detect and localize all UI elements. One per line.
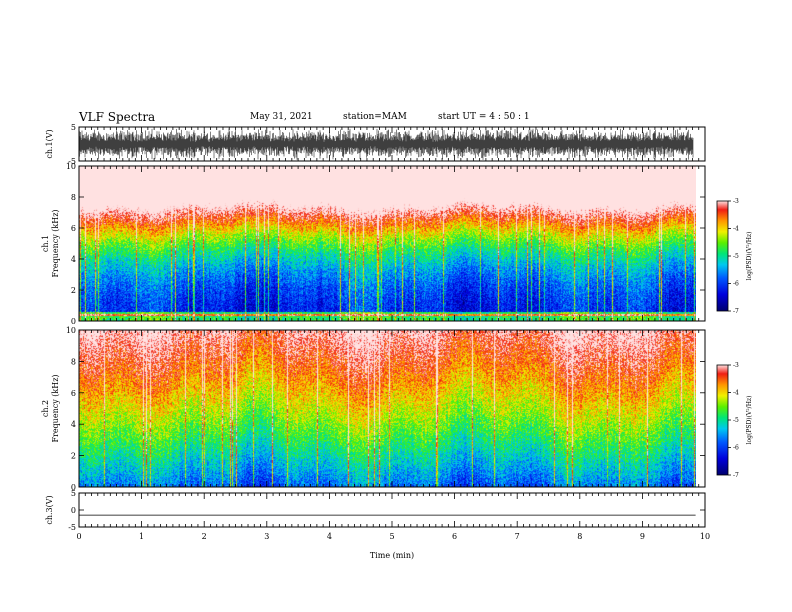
x-tick-label: 6: [452, 532, 457, 541]
colorbar-tick-label: -5: [733, 253, 739, 260]
chart-title: VLF Spectra: [79, 110, 156, 124]
y-tick-label: 4: [71, 420, 76, 429]
y-tick-label: 10: [66, 162, 76, 171]
y-tick-label: 0: [71, 483, 76, 492]
x-tick-label: 9: [640, 532, 645, 541]
y-tick-label: -5: [68, 157, 76, 166]
colorbar-label: log(PSD)(V²/Hz): [746, 232, 753, 281]
y-tick-label: -5: [68, 523, 76, 532]
colorbar-tick-label: -5: [733, 417, 739, 424]
colorbar: [716, 200, 729, 312]
colorbar-tick-label: -4: [733, 390, 739, 397]
x-tick-label: 8: [577, 532, 582, 541]
colorbar-label: log(PSD)(V²/Hz): [746, 396, 753, 445]
x-tick-label: 10: [700, 532, 710, 541]
y-axis-label: ch.1(V): [45, 129, 54, 158]
colorbar-tick-label: -3: [733, 198, 739, 205]
y-tick-label: 8: [71, 357, 76, 366]
y-axis-label: Frequency (kHz): [51, 209, 60, 277]
ch1-spectrogram-image: [79, 166, 696, 321]
y-tick-label: 6: [71, 389, 76, 398]
y-tick-label: 0: [71, 506, 76, 515]
x-tick-label: 7: [515, 532, 520, 541]
colorbar-tick-label: -3: [733, 362, 739, 369]
x-tick-label: 2: [202, 532, 207, 541]
x-axis-label: Time (min): [370, 551, 414, 560]
ch2-spectrogram-image: [79, 330, 696, 487]
y-axis-label: ch.2: [41, 400, 50, 417]
y-tick-label: 4: [71, 255, 76, 264]
colorbar-tick-label: -4: [733, 226, 739, 233]
y-tick-label: 2: [71, 286, 76, 295]
y-tick-label: 10: [66, 326, 76, 335]
y-axis-label: ch.3(V): [45, 495, 54, 524]
colorbar-tick-label: -7: [733, 472, 739, 479]
colorbar: [716, 364, 729, 476]
y-tick-label: 6: [71, 224, 76, 233]
start-time-label: start UT = 4 : 50 : 1: [438, 112, 530, 122]
y-tick-label: 5: [71, 489, 76, 498]
y-axis-label: Frequency (kHz): [51, 374, 60, 442]
y-tick-label: 8: [71, 193, 76, 202]
x-tick-label: 5: [389, 532, 394, 541]
station-label: station=MAM: [343, 112, 407, 122]
y-tick-label: 2: [71, 452, 76, 461]
x-tick-label: 4: [327, 532, 332, 541]
y-tick-label: 5: [71, 123, 76, 132]
ch1-waveform-trace: [78, 128, 694, 160]
y-axis-label: ch.1: [41, 235, 50, 252]
y-tick-label: 0: [71, 317, 76, 326]
x-tick-label: 0: [76, 532, 81, 541]
x-tick-label: 3: [264, 532, 269, 541]
colorbar-tick-label: -7: [733, 308, 739, 315]
x-tick-label: 1: [139, 532, 144, 541]
colorbar-tick-label: -6: [733, 281, 739, 288]
colorbar-tick-label: -6: [733, 445, 739, 452]
date-label: May 31, 2021: [250, 112, 313, 122]
